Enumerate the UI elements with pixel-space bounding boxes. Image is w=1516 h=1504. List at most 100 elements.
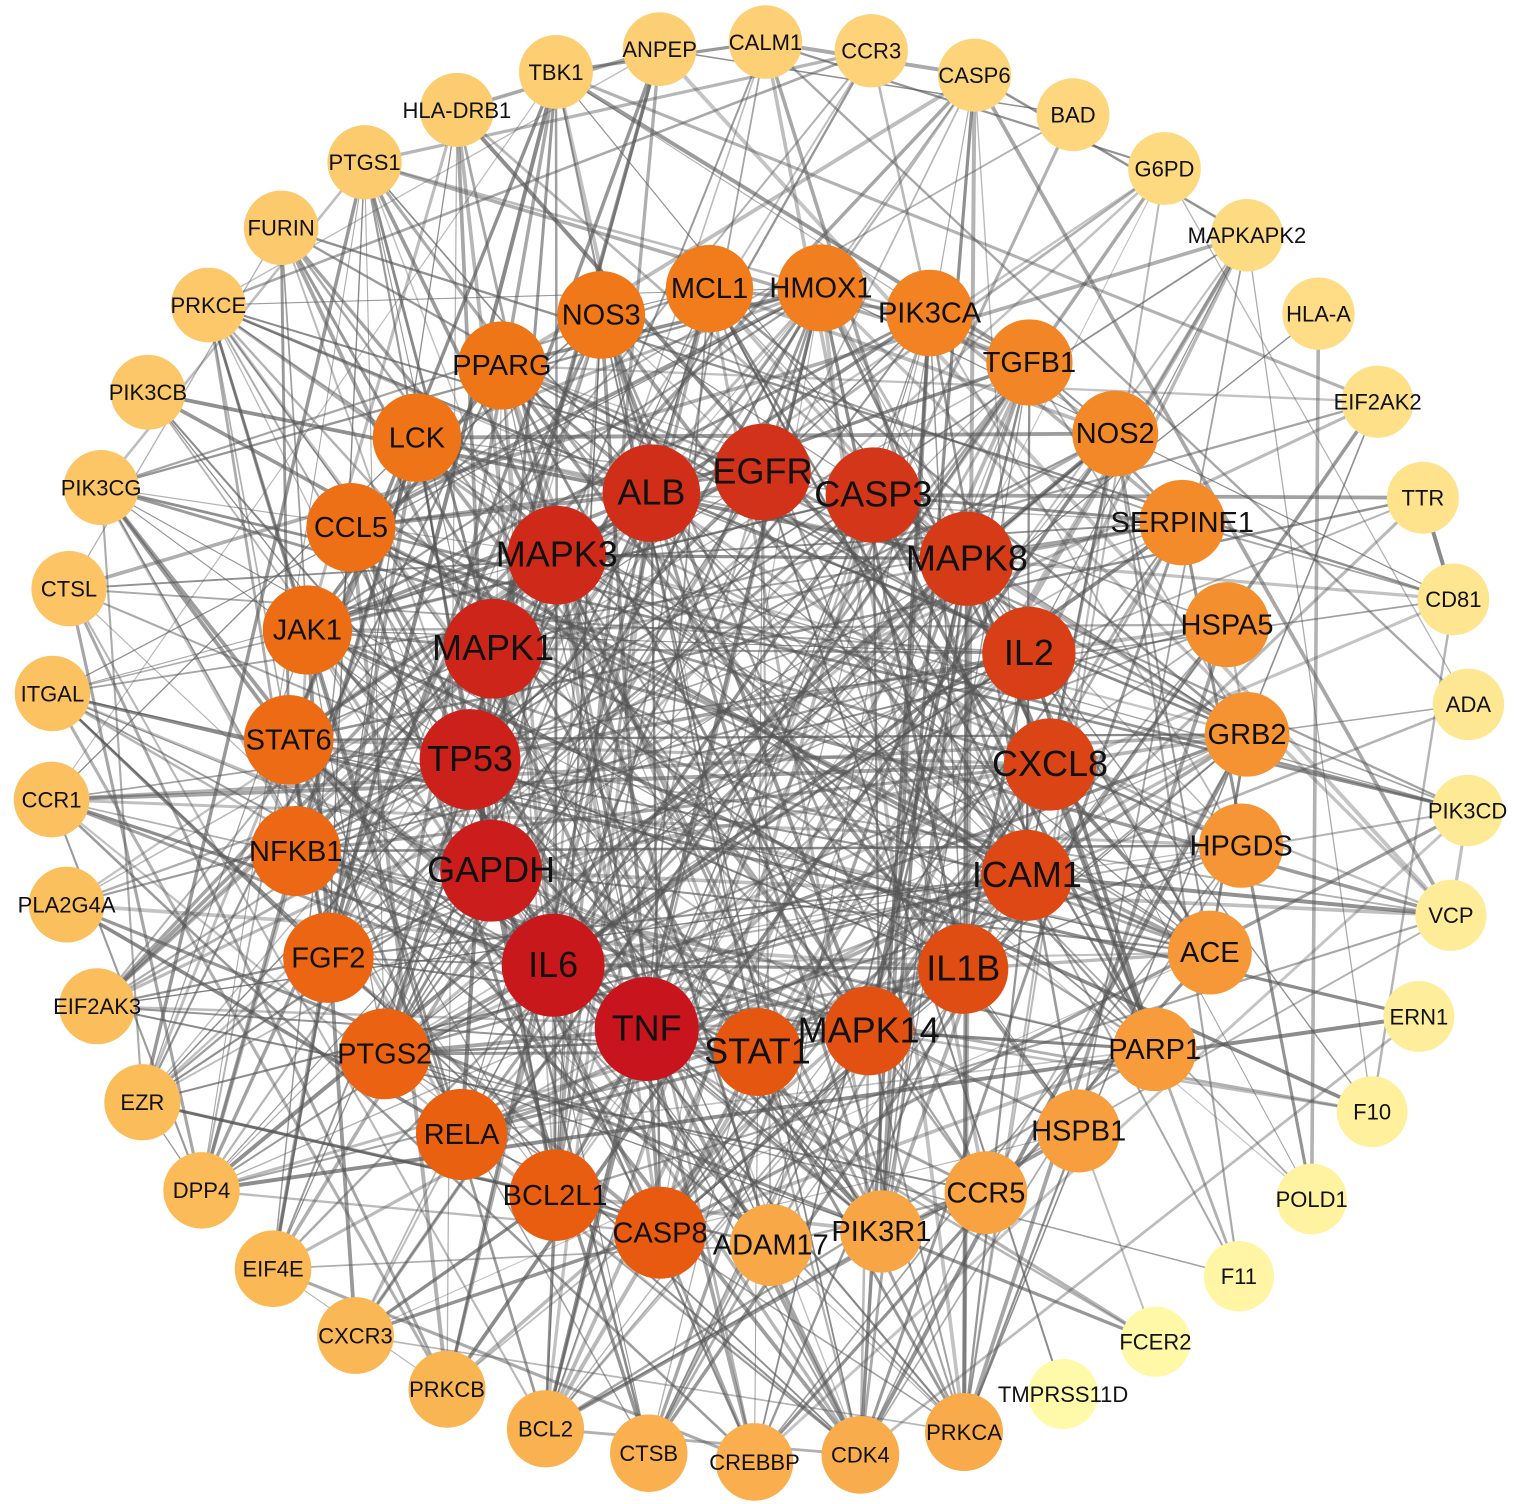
node-label: CASP6 <box>938 63 1010 88</box>
node-label: CTSL <box>41 576 97 601</box>
node <box>317 1297 394 1374</box>
edge <box>962 624 1229 1433</box>
edge <box>100 487 144 1103</box>
node <box>1112 1007 1197 1092</box>
edge <box>287 739 965 1433</box>
edge <box>199 314 603 1192</box>
edge <box>100 487 964 970</box>
node <box>283 912 374 1003</box>
edge <box>455 108 1212 954</box>
node <box>729 1203 812 1286</box>
node <box>1184 582 1270 668</box>
node-label: POLD1 <box>1276 1187 1348 1212</box>
node <box>1120 1306 1191 1377</box>
node <box>728 5 803 79</box>
node <box>59 968 136 1045</box>
node <box>104 1064 181 1141</box>
node-label: PRKCB <box>409 1377 485 1402</box>
node-label: PRKCE <box>170 293 246 318</box>
node <box>63 449 139 526</box>
node-label: BAD <box>1050 103 1095 128</box>
node <box>243 190 319 266</box>
node <box>110 354 186 430</box>
node-label: EIF4E <box>242 1257 303 1282</box>
node-label: BCL2 <box>518 1417 573 1442</box>
edge <box>1163 168 1469 705</box>
node <box>372 393 462 482</box>
node-label: PPARG <box>452 350 551 382</box>
edge <box>646 433 1116 1030</box>
node-label: PIK3CB <box>109 380 187 405</box>
node <box>919 511 1015 606</box>
edge <box>146 390 1028 877</box>
node <box>1203 1240 1275 1312</box>
edge <box>67 588 449 1390</box>
node-label: CALM1 <box>729 30 802 55</box>
node-label: VCP <box>1428 903 1473 928</box>
node-label: CREBBP <box>709 1450 799 1475</box>
edge <box>873 493 1423 500</box>
edge <box>51 762 1051 802</box>
node <box>944 1151 1028 1235</box>
node-label: HMOX1 <box>769 273 872 305</box>
node <box>557 271 646 359</box>
edge <box>554 914 1452 1197</box>
node <box>824 986 914 1076</box>
edge <box>96 1005 987 1194</box>
node <box>1417 563 1490 636</box>
node <box>440 819 543 922</box>
node <box>610 1414 688 1492</box>
edge <box>985 733 1248 1194</box>
edge <box>962 1130 1080 1433</box>
node <box>1072 390 1159 477</box>
node <box>457 321 546 410</box>
node-label: PIK3CD <box>1428 798 1507 823</box>
edge <box>928 312 1243 847</box>
node-label: CCR1 <box>22 787 82 812</box>
node <box>234 1230 312 1308</box>
edge <box>1114 433 1240 1277</box>
node-label: ERN1 <box>1390 1004 1449 1029</box>
node-label: PIK3CG <box>61 475 142 500</box>
node-label: PIK3R1 <box>831 1216 931 1248</box>
node <box>886 269 973 357</box>
edge <box>294 850 772 1247</box>
edge <box>327 494 874 959</box>
node-label: PTGS1 <box>329 150 401 175</box>
node-label: EIF2AK3 <box>53 994 141 1019</box>
node <box>925 1393 1004 1472</box>
node-label: ITGAL <box>21 681 85 706</box>
node-label: BCL2L1 <box>503 1180 608 1212</box>
node-label: ADA <box>1446 692 1492 717</box>
edge <box>461 1048 1155 1136</box>
node <box>14 655 91 732</box>
node-label: CCL5 <box>314 512 388 544</box>
node <box>986 319 1073 406</box>
edge <box>1114 433 1211 953</box>
edge <box>820 287 968 559</box>
node <box>1199 803 1284 888</box>
node <box>13 761 90 838</box>
node-label: TTR <box>1402 486 1445 511</box>
node-label: F11 <box>1221 1264 1257 1289</box>
edge <box>1309 313 1321 1199</box>
node <box>163 1152 240 1229</box>
node-label: FCER2 <box>1119 1330 1191 1355</box>
edge <box>928 312 965 969</box>
node-label: IL6 <box>528 944 578 985</box>
node <box>506 1390 585 1468</box>
node-label: EGFR <box>713 451 813 492</box>
node-label: CDK4 <box>831 1443 890 1468</box>
node-label: LCK <box>389 422 446 454</box>
edge <box>880 362 1031 1232</box>
node <box>665 244 754 333</box>
node-label: ICAM1 <box>972 854 1082 895</box>
edge <box>201 733 1248 1192</box>
node-label: PLA2G4A <box>18 892 116 917</box>
edge <box>501 364 1378 403</box>
node-label: RELA <box>424 1119 500 1151</box>
node <box>1341 365 1414 438</box>
edge <box>1027 652 1211 954</box>
node-label: CASP8 <box>612 1217 707 1249</box>
node <box>602 444 701 542</box>
